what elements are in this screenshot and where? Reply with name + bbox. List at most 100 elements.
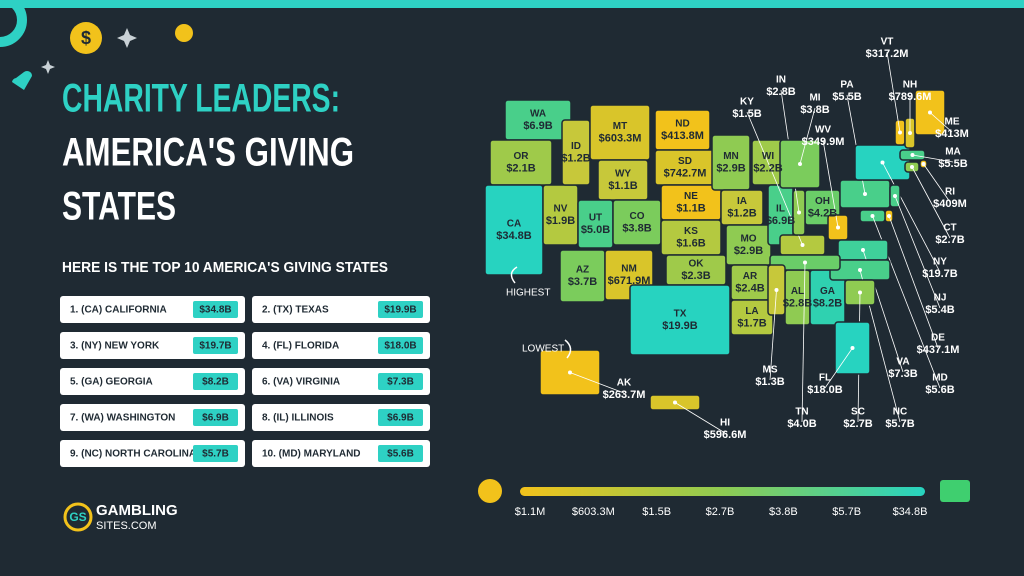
- list-badge: [193, 445, 238, 462]
- list-value: $5.6B: [387, 449, 414, 460]
- state-code: MO: [740, 234, 756, 245]
- list-badge: [193, 373, 238, 390]
- lowest-arrow: [564, 339, 572, 359]
- state-value: $5.5B: [832, 91, 861, 103]
- state-code: NY: [933, 257, 947, 268]
- list-badge: [378, 337, 423, 354]
- state-code: UT: [589, 213, 602, 224]
- leader-line: [923, 163, 951, 203]
- list-value: $6.9B: [202, 413, 229, 424]
- state-code: AR: [743, 271, 758, 282]
- state-code: WA: [530, 109, 546, 120]
- list-badge: [378, 409, 423, 426]
- state-code: AK: [617, 378, 632, 389]
- state-code: OH: [815, 196, 830, 207]
- state-value: $1.3B: [755, 376, 784, 388]
- list-value: $19.7B: [199, 341, 231, 352]
- leader-line: [882, 162, 941, 273]
- state-value: $2.3B: [681, 270, 710, 282]
- state-value: $1.1B: [608, 180, 637, 192]
- state-value: $34.8B: [496, 230, 532, 242]
- subtitle: HERE IS THE TOP 10 AMERICA'S GIVING STAT…: [62, 259, 388, 276]
- state-code: NJ: [934, 293, 947, 304]
- leader-line: [894, 195, 941, 309]
- state-code: IA: [737, 196, 747, 207]
- list-label: 8. (IL) ILLINOIS: [262, 413, 334, 424]
- leader-line: [801, 262, 806, 423]
- state-value: $6.9B: [523, 120, 552, 132]
- state-value: $5.0B: [581, 224, 610, 236]
- state-value: $671.9M: [608, 275, 651, 287]
- leader-dot: [798, 162, 802, 166]
- leader-dot: [858, 290, 862, 295]
- logo-name: GAMBLING: [96, 502, 178, 519]
- list-badge: [193, 301, 238, 318]
- leader-line: [824, 347, 853, 389]
- highest-arrow: [510, 266, 518, 284]
- state-value: $349.9M: [802, 136, 845, 148]
- state-value: $2.4B: [735, 282, 764, 294]
- leader-line: [674, 402, 726, 434]
- leader-line: [822, 139, 839, 228]
- state-code: MA: [945, 147, 961, 158]
- list-badge: [378, 301, 423, 318]
- state-code: MS: [763, 365, 778, 376]
- state-value: $2.1B: [506, 162, 535, 174]
- list-value: $7.3B: [387, 377, 414, 388]
- state-value: $1.9B: [546, 215, 575, 227]
- leader-dot: [880, 160, 885, 165]
- leader-dot: [870, 214, 875, 218]
- leader-line: [911, 166, 951, 239]
- list-value: $5.7B: [202, 449, 229, 460]
- state-code: NV: [554, 204, 568, 215]
- state-value: $1.6B: [676, 237, 705, 249]
- state-code: VA: [896, 357, 909, 368]
- leader-dot: [797, 210, 801, 215]
- state-value: $2.7B: [843, 418, 872, 430]
- state-code: RI: [945, 187, 955, 198]
- state-code: KS: [684, 226, 698, 237]
- legend-cash: [940, 480, 970, 502]
- state-value: $3.8B: [622, 222, 651, 234]
- state-value: $413.8M: [661, 130, 704, 142]
- state-code: PA: [840, 80, 853, 91]
- leader-dot: [803, 260, 807, 265]
- state-value: $1.7B: [737, 317, 766, 329]
- state-value: $413M: [935, 128, 969, 140]
- list-badge: [378, 445, 423, 462]
- state-code: AL: [791, 286, 804, 297]
- list-label: 9. (NC) NORTH CAROLINA: [70, 449, 196, 460]
- title-line: CHARITY LEADERS:: [62, 77, 340, 121]
- list-label: 1. (CA) CALIFORNIA: [70, 305, 167, 316]
- state-code: NH: [903, 80, 917, 91]
- decor-coin: [70, 22, 102, 54]
- state-code: AZ: [576, 265, 589, 276]
- state-code: CA: [507, 219, 521, 230]
- state-code: IN: [776, 75, 786, 86]
- top-list: 1. (CA) CALIFORNIA $34.8B 2. (TX) TEXAS $19…: [60, 296, 430, 467]
- leader-dot: [928, 110, 932, 115]
- leader-dot: [850, 346, 855, 350]
- list-value: $34.8B: [199, 305, 231, 316]
- state-code: CT: [943, 223, 956, 234]
- leader-dot: [568, 370, 572, 375]
- legend-bar: [520, 487, 925, 496]
- state-value: $409M: [933, 198, 967, 210]
- logo-domain: SITES.COM: [96, 520, 157, 532]
- state-code: OK: [689, 259, 705, 270]
- leader-line: [912, 154, 954, 163]
- state-code: WV: [815, 125, 831, 136]
- state-code: SC: [851, 407, 865, 418]
- leader-dot: [861, 248, 865, 252]
- state-value: $2.9B: [716, 162, 745, 174]
- state-value: $596.6M: [704, 429, 747, 441]
- highest-label: HIGHEST: [506, 288, 550, 299]
- leader-dot: [893, 194, 897, 198]
- leader-dot: [921, 162, 926, 166]
- state-code: NM: [621, 264, 637, 275]
- list-value: $8.2B: [202, 377, 229, 388]
- state-code: TN: [795, 407, 808, 418]
- state-value: $1.2B: [727, 207, 756, 219]
